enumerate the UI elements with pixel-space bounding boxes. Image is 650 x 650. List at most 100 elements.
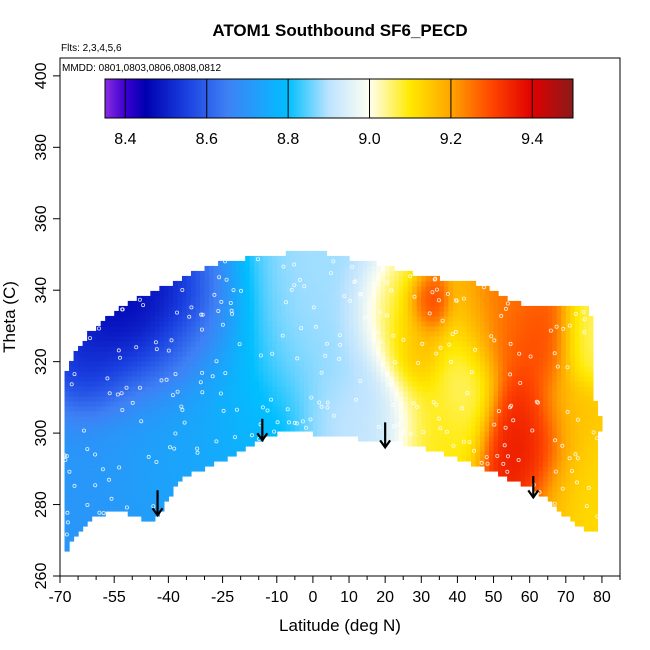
heatmap-cell (132, 420, 138, 427)
heatmap-cell (285, 425, 291, 432)
heatmap-cell (498, 345, 504, 352)
heatmap-cell (200, 430, 206, 437)
sample-point (81, 428, 86, 433)
heatmap-cell (227, 375, 233, 382)
heatmap-cell (172, 430, 179, 437)
heatmap-cell (529, 455, 535, 462)
heatmap-cell (213, 435, 219, 442)
sample-point (164, 377, 169, 382)
sample-point (388, 377, 393, 382)
heatmap-cell (461, 320, 468, 327)
heatmap-cell (416, 425, 422, 432)
heatmap-cell (181, 390, 188, 397)
heatmap-cell (267, 285, 273, 292)
heatmap-cell (272, 320, 278, 327)
heatmap-cell (100, 455, 106, 462)
heatmap-cell (91, 375, 97, 382)
heatmap-cell (583, 445, 589, 452)
heatmap-cell (200, 425, 206, 432)
heatmap-cell (69, 520, 75, 527)
heatmap-cell (222, 365, 228, 372)
heatmap-cell (538, 320, 544, 327)
heatmap-cell (367, 410, 373, 417)
heatmap-cell (218, 455, 224, 462)
heatmap-cell (507, 330, 513, 337)
heatmap-cell (321, 280, 328, 287)
heatmap-cell (258, 355, 264, 362)
heatmap-cell (367, 320, 373, 327)
heatmap-cell (371, 360, 377, 367)
heatmap-cell (466, 455, 472, 462)
sample-point (408, 431, 413, 436)
heatmap-cell (443, 365, 449, 372)
heatmap-cell (195, 435, 201, 442)
heatmap-cell (547, 475, 553, 482)
heatmap-cell (475, 340, 481, 347)
heatmap-cell (412, 275, 418, 282)
heatmap-cell (222, 455, 228, 462)
heatmap-cell (249, 375, 255, 382)
sample-point (97, 326, 102, 331)
heatmap-cell (154, 485, 160, 492)
heatmap-cell (538, 435, 544, 442)
heatmap-cell (127, 330, 133, 337)
heatmap-cell (249, 405, 255, 412)
heatmap-cell (308, 270, 314, 277)
heatmap-cell (335, 315, 341, 322)
heatmap-cell (371, 265, 377, 272)
heatmap-cell (321, 305, 328, 312)
heatmap-cell (150, 320, 156, 327)
heatmap-cell (154, 455, 160, 462)
heatmap-cell (317, 325, 323, 332)
heatmap-cell (312, 255, 319, 262)
heatmap-cell (186, 300, 192, 307)
sample-point (348, 298, 353, 303)
heatmap-cell (222, 385, 228, 392)
heatmap-cell (538, 450, 544, 457)
heatmap-cell (434, 340, 440, 347)
heatmap-cell (204, 305, 210, 312)
heatmap-cell (389, 390, 395, 397)
heatmap-cell (507, 455, 513, 462)
heatmap-cell (168, 320, 174, 327)
heatmap-cell (114, 430, 120, 437)
heatmap-cell (466, 290, 472, 297)
heatmap-cell (466, 375, 472, 382)
heatmap-cell (145, 385, 151, 392)
sample-point (115, 392, 120, 397)
heatmap-cell (91, 335, 97, 342)
heatmap-cell (299, 330, 305, 337)
heatmap-cell (556, 420, 562, 427)
heatmap-cell (547, 385, 553, 392)
heatmap-cell (321, 405, 328, 412)
heatmap-cell (412, 375, 418, 382)
heatmap-cell (461, 305, 468, 312)
heatmap-cell (380, 310, 386, 317)
heatmap-cell (475, 360, 481, 367)
arrow-head (256, 432, 269, 443)
heatmap-cell (249, 305, 255, 312)
heatmap-cell (583, 330, 589, 337)
heatmap-cell (583, 340, 589, 347)
heatmap-cell (254, 330, 260, 337)
heatmap-cell (525, 380, 531, 387)
heatmap-cell (209, 345, 215, 352)
heatmap-cell (78, 395, 84, 402)
heatmap-cell (181, 340, 188, 347)
heatmap-cell (195, 370, 201, 377)
heatmap-cell (100, 480, 106, 487)
heatmap-cell (484, 405, 490, 412)
heatmap-cell (371, 410, 377, 417)
heatmap-cell (123, 370, 129, 377)
heatmap-cell (290, 415, 296, 422)
heatmap-cell (294, 340, 300, 347)
heatmap-cell (312, 250, 319, 257)
heatmap-cell (321, 270, 328, 277)
heatmap-cell (425, 405, 431, 412)
heatmap-cell (141, 475, 147, 482)
heatmap-cell (100, 485, 106, 492)
heatmap-cell (64, 545, 70, 552)
heatmap-cell (389, 380, 395, 387)
heatmap-cell (78, 465, 84, 472)
heatmap-cell (195, 430, 201, 437)
